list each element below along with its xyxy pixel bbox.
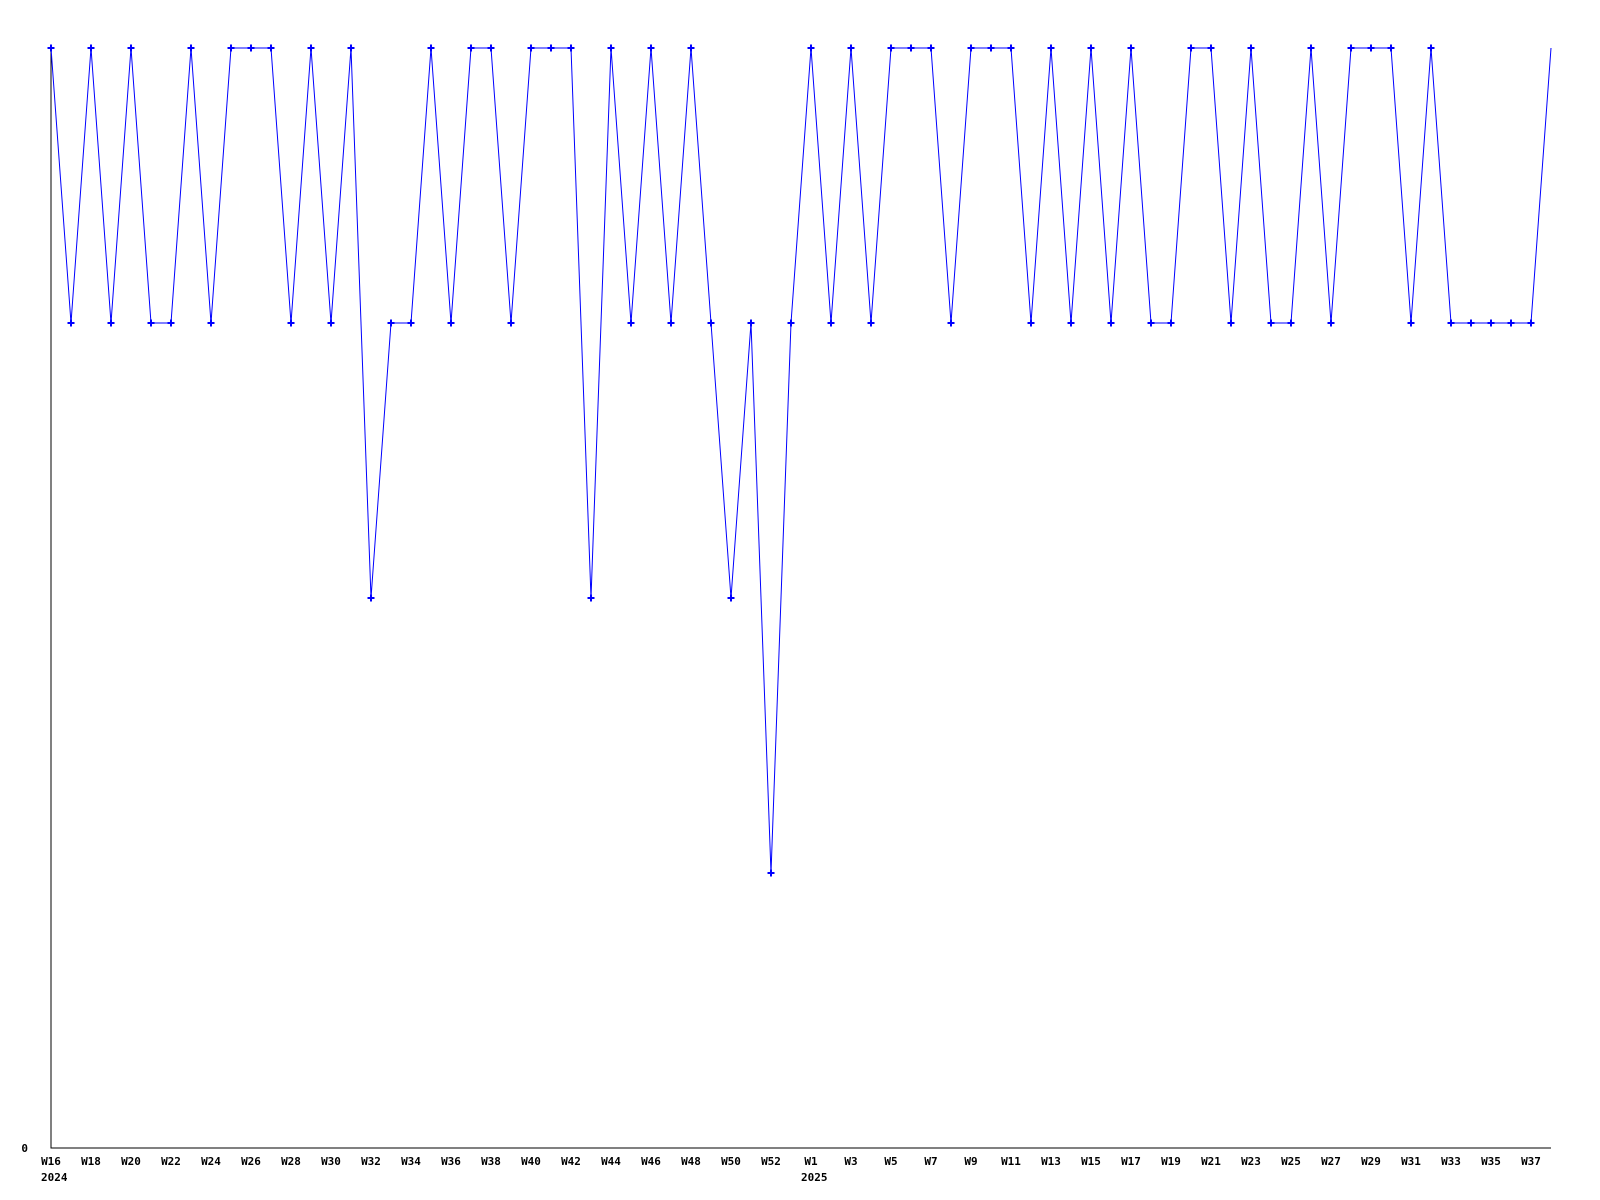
x-tick-label: W20 bbox=[121, 1155, 141, 1168]
x-tick-label: W32 bbox=[361, 1155, 381, 1168]
x-tick-label: W3 bbox=[844, 1155, 857, 1168]
x-tick-label: W50 bbox=[721, 1155, 741, 1168]
axes bbox=[50, 48, 1551, 1149]
x-tick-label: W42 bbox=[561, 1155, 581, 1168]
series-line bbox=[50, 47, 1552, 874]
x-tick-label: W25 bbox=[1281, 1155, 1301, 1168]
data-point-markers bbox=[47, 44, 1535, 877]
x-tick-label: W48 bbox=[681, 1155, 701, 1168]
x-tick-label: W16 bbox=[41, 1155, 61, 1168]
x-tick-label: W15 bbox=[1081, 1155, 1101, 1168]
x-tick-label: W13 bbox=[1041, 1155, 1061, 1168]
x-tick-label: W1 bbox=[804, 1155, 818, 1168]
x-tick-label: W23 bbox=[1241, 1155, 1261, 1168]
x-tick-label: W31 bbox=[1401, 1155, 1421, 1168]
x-tick-label: W5 bbox=[884, 1155, 897, 1168]
x-tick-label: W7 bbox=[924, 1155, 937, 1168]
x-tick-label: W22 bbox=[161, 1155, 181, 1168]
x-tick-label: W35 bbox=[1481, 1155, 1501, 1168]
x-tick-label: W46 bbox=[641, 1155, 661, 1168]
x-tick-label: W19 bbox=[1161, 1155, 1181, 1168]
year-label: 2025 bbox=[801, 1171, 828, 1184]
x-tick-label: W40 bbox=[521, 1155, 541, 1168]
x-tick-label: W38 bbox=[481, 1155, 501, 1168]
x-tick-label: W28 bbox=[281, 1155, 301, 1168]
y-origin-label: 0 bbox=[21, 1142, 28, 1155]
x-tick-label: W9 bbox=[964, 1155, 977, 1168]
x-tick-label: W21 bbox=[1201, 1155, 1221, 1168]
x-tick-label: W29 bbox=[1361, 1155, 1381, 1168]
x-tick-label: W34 bbox=[401, 1155, 421, 1168]
x-tick-label: W27 bbox=[1321, 1155, 1341, 1168]
x-tick-label: W24 bbox=[201, 1155, 221, 1168]
x-tick-label: W26 bbox=[241, 1155, 261, 1168]
x-tick-label: W44 bbox=[601, 1155, 621, 1168]
x-tick-label: W11 bbox=[1001, 1155, 1021, 1168]
x-tick-label: W30 bbox=[321, 1155, 341, 1168]
x-tick-label: W37 bbox=[1521, 1155, 1541, 1168]
x-tick-label: W18 bbox=[81, 1155, 101, 1168]
x-tick-label: W33 bbox=[1441, 1155, 1461, 1168]
x-tick-label: W52 bbox=[761, 1155, 781, 1168]
year-label: 2024 bbox=[41, 1171, 68, 1184]
x-tick-label: W36 bbox=[441, 1155, 461, 1168]
x-tick-label: W17 bbox=[1121, 1155, 1141, 1168]
